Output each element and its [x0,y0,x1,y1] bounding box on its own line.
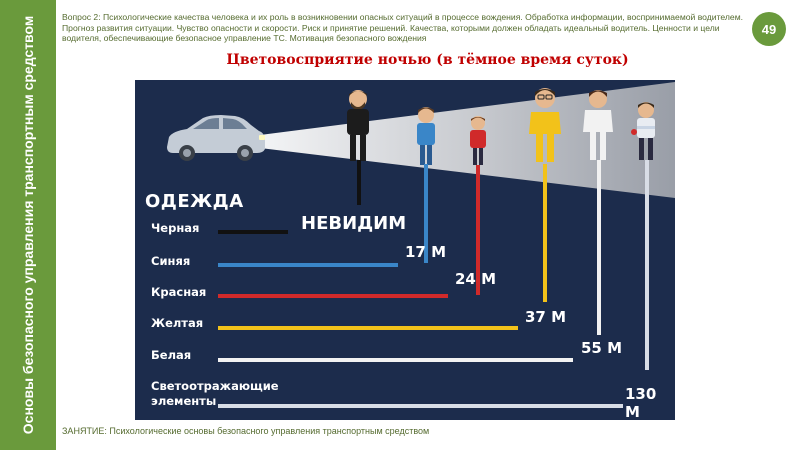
row-label-black: Черная [151,221,200,235]
distance-white: 55 М [581,339,623,357]
row-label-blue: Синяя [151,254,191,268]
yellow-drop-line [543,164,547,302]
slide-title: Цветовосприятие ночью (в тёмное время су… [226,52,629,68]
white-drop-line [597,160,601,335]
row-line-reflective [218,404,623,408]
row-line-blue [218,263,398,267]
slide-header: Вопрос 2: Психологические качества челов… [62,12,752,44]
distance-blue: 17 М [405,243,447,261]
row-label-white: Белая [151,348,192,362]
sidebar: Основы безопасного управления транспортн… [0,0,56,450]
distance-reflective: 130 М [625,385,657,420]
row-label-red: Красная [151,285,207,299]
person-white-clothes-icon [583,90,613,160]
row-line-red [218,294,448,298]
row-line-black [218,230,288,234]
person-blue-clothes-icon [417,107,435,165]
row-label-yellow: Желтая [151,316,204,330]
clothes-title: ОДЕЖДА [145,191,244,212]
row-line-white [218,358,573,362]
question-text: Вопрос 2: Психологические качества челов… [62,12,743,44]
row-label-reflective: Светоотражающие элементы [151,379,279,408]
black-drop-line [357,160,361,205]
page-number-badge: 49 [752,12,786,46]
distance-red: 24 М [455,270,497,288]
visibility-infographic: ОДЕЖДА НЕВИДИМ Черная Синяя 17 М Красная… [135,80,675,420]
invisible-label: НЕВИДИМ [301,213,407,234]
red-drop-line [476,165,480,295]
person-black-clothes-icon [347,90,369,161]
sidebar-title: Основы безопасного управления транспортн… [20,15,36,435]
person-yellow-clothes-icon [529,88,561,162]
person-reflective-elements-icon [631,102,655,160]
reflective-drop-line [645,160,649,370]
person-red-clothes-icon [470,116,486,165]
car-icon [167,115,265,161]
headlight-beam [260,82,675,198]
row-line-yellow [218,326,518,330]
blue-drop-line [424,164,428,263]
footer-lesson-title: ЗАНЯТИЕ: Психологические основы безопасн… [62,426,430,436]
distance-yellow: 37 М [525,308,567,326]
